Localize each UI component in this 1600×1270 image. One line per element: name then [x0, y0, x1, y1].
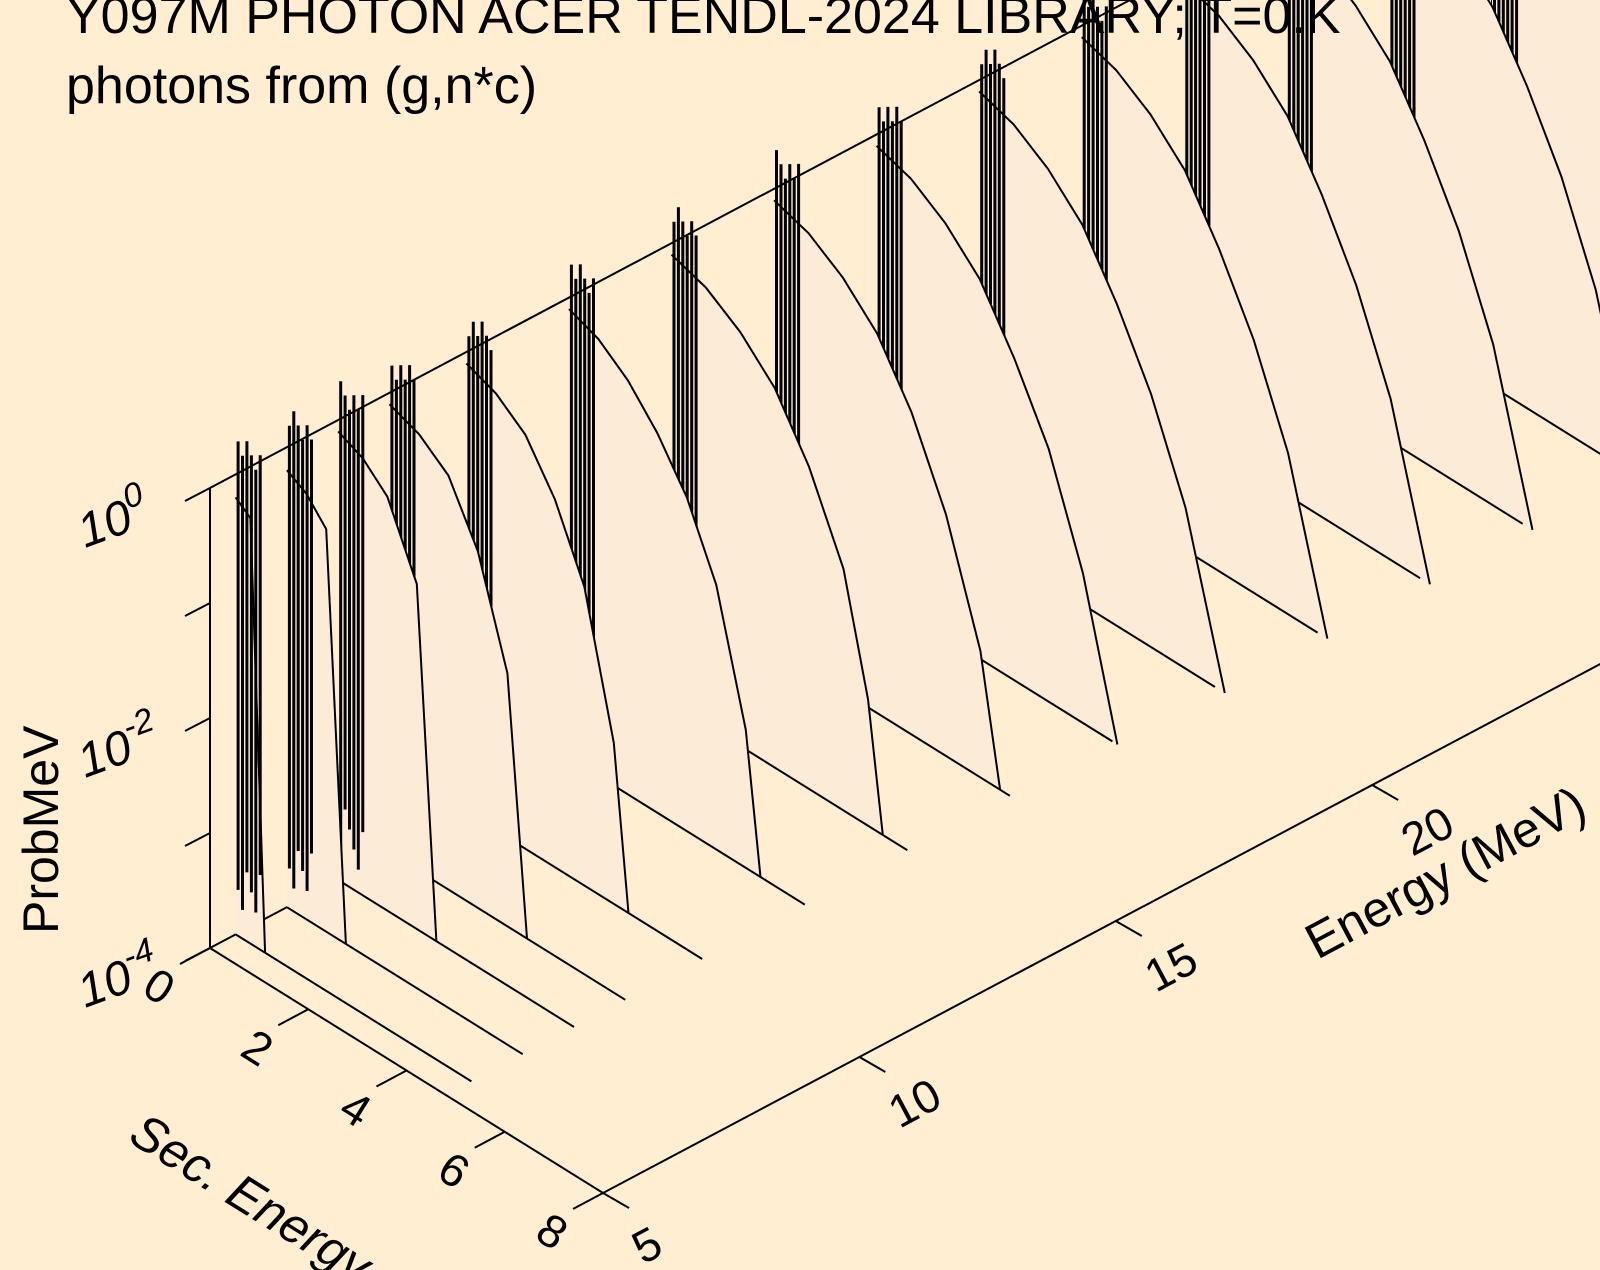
slice-curve	[1200, 0, 1431, 585]
energy-tick	[1371, 784, 1399, 801]
slice-curve	[465, 362, 630, 914]
spectra-slices	[234, 0, 1600, 1083]
sec-energy-tick	[474, 1130, 506, 1149]
spectrum-slice	[286, 411, 524, 1056]
slice-curve	[670, 253, 884, 836]
z-tick	[184, 602, 211, 617]
energy-tick	[602, 1192, 630, 1209]
slice-curve	[1486, 0, 1600, 315]
slice-baseline	[286, 906, 524, 1056]
slice-curve	[1350, 0, 1534, 531]
slice-fill	[286, 470, 346, 944]
slice-fill	[569, 309, 761, 878]
sec-energy-tick-label: 8	[528, 1202, 577, 1260]
energy-tick-label: 15	[1136, 932, 1206, 1002]
spectrum-slice	[234, 441, 472, 1083]
slice-curve	[875, 145, 1119, 745]
z-tick-label: 100	[67, 474, 157, 558]
sec-energy-tick-label: 2	[233, 1019, 282, 1077]
z-axis-label: ProbMeV	[13, 725, 69, 934]
sec-energy-tick	[572, 1192, 604, 1210]
slice-baseline	[337, 879, 575, 1028]
z-tick	[184, 487, 211, 502]
chart-subtitle: photons from (g,n*c)	[66, 57, 538, 115]
z-tick	[184, 717, 211, 732]
slice-curve	[1081, 36, 1329, 639]
z-tick	[184, 832, 211, 847]
energy-tick	[1115, 920, 1143, 937]
z-tick-label: 10-2	[67, 701, 167, 789]
sec-energy-tick-label: 6	[429, 1141, 478, 1199]
spectrum-slice	[337, 381, 575, 1028]
sec-energy-tick-label: 4	[331, 1080, 380, 1138]
slice-curve	[978, 90, 1226, 694]
energy-tick-label: 10	[880, 1068, 950, 1138]
energy-axis-label: Energy (MeV)	[1296, 775, 1595, 969]
chart-title: Y097M PHOTON ACER TENDL-2024 LIBRARY; T=…	[66, 0, 1341, 45]
z-tick	[184, 947, 211, 962]
energy-tick	[858, 1056, 886, 1073]
slice-curve	[773, 199, 1002, 790]
slice-curve	[568, 308, 762, 878]
energy-tick-label: 5	[623, 1216, 670, 1270]
sec-energy-tick	[277, 1008, 309, 1027]
slice-baseline	[235, 933, 472, 1083]
sec-energy-tick	[376, 1069, 407, 1088]
